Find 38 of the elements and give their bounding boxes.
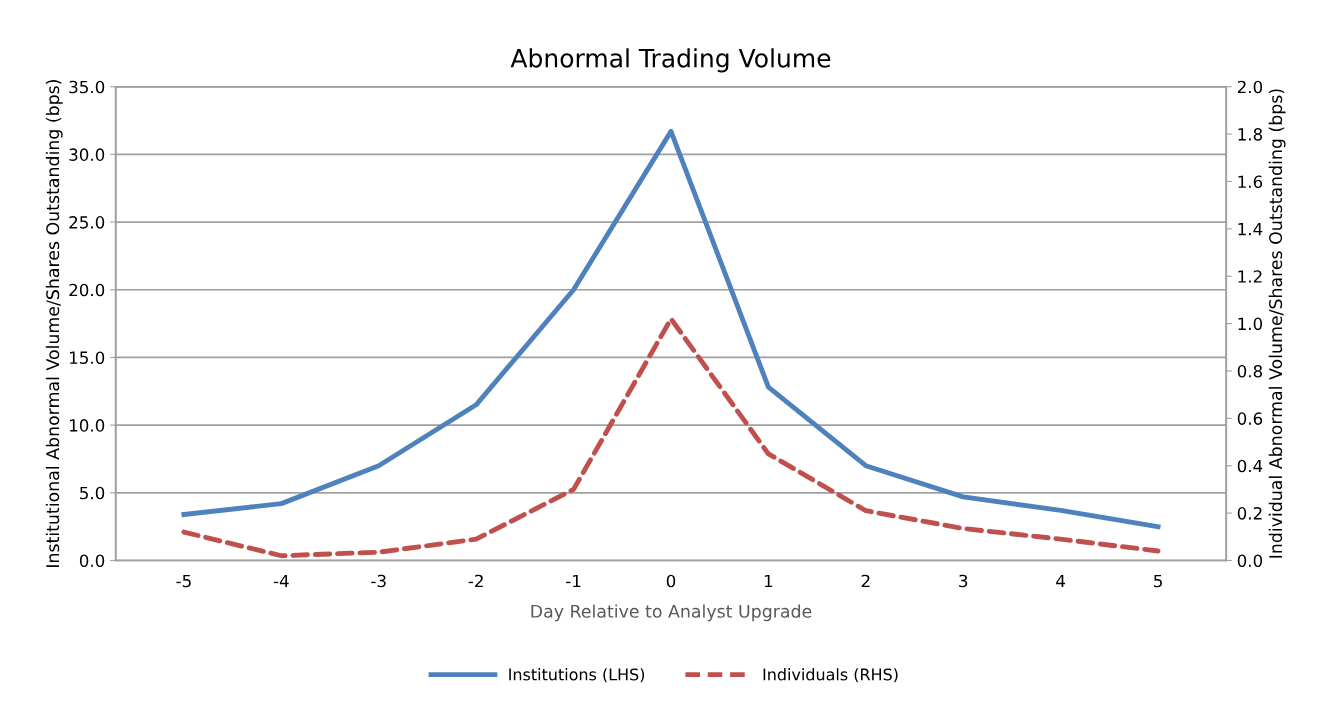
y2-tick-label: 1.2: [1238, 270, 1262, 283]
y2-tick-label: 0.2: [1237, 507, 1262, 520]
y-axis-title: Institutional Abnormal Volume/Shares Outstanding (bps): [45, 80, 63, 567]
x-tick-label: 5: [1154, 574, 1162, 588]
y2-tick-label: 1.0: [1238, 317, 1263, 331]
chart-title: Abnormal Trading Volume: [510, 48, 831, 73]
y2-tick-label: 1.6: [1238, 175, 1263, 189]
y2-axis-title: Individual Abnormal Volume/Shares Outstanding (bps): [1268, 89, 1286, 558]
y-tick-label: 15.0: [70, 351, 105, 364]
x-tick-label: 0: [666, 574, 676, 588]
x-tick-label: -1: [566, 574, 581, 588]
y2-tick-label: 1.8: [1238, 128, 1263, 141]
y-tick-label: 25.0: [69, 216, 105, 229]
y-tick-label: 0.0: [79, 554, 105, 568]
x-tick-label: -2: [468, 574, 483, 588]
x-tick-label: -4: [273, 574, 289, 588]
x-tick-label: 1: [764, 574, 773, 588]
y-tick-label: 5.0: [80, 486, 105, 500]
y2-tick-label: 2.0: [1237, 80, 1263, 94]
y-tick-label: 35.0: [69, 80, 105, 94]
y2-tick-label: 0.8: [1237, 364, 1263, 378]
y2-tick-label: 0.6: [1237, 412, 1263, 425]
x-tick-label: -3: [371, 574, 386, 588]
line-series: [181, 316, 1161, 559]
x-tick-label: 2: [861, 574, 870, 588]
x-tick-label: 4: [1056, 574, 1066, 588]
y2-tick-label: 0.4: [1237, 459, 1263, 473]
y-tick-label: 20.0: [69, 283, 105, 297]
line-series: [181, 128, 1161, 530]
x-tick-label: 3: [959, 574, 968, 588]
legend-label: Institutions (LHS): [509, 668, 645, 683]
legend-label: Individuals (RHS): [763, 668, 898, 683]
y2-tick-label: 1.4: [1238, 223, 1263, 236]
y-tick-label: 30.0: [69, 148, 105, 161]
y2-tick-label: 0.0: [1237, 554, 1263, 568]
x-tick-label: -5: [176, 574, 191, 588]
x-axis-title: Day Relative to Analyst Upgrade: [531, 604, 812, 622]
y-tick-label: 10.0: [70, 419, 105, 432]
